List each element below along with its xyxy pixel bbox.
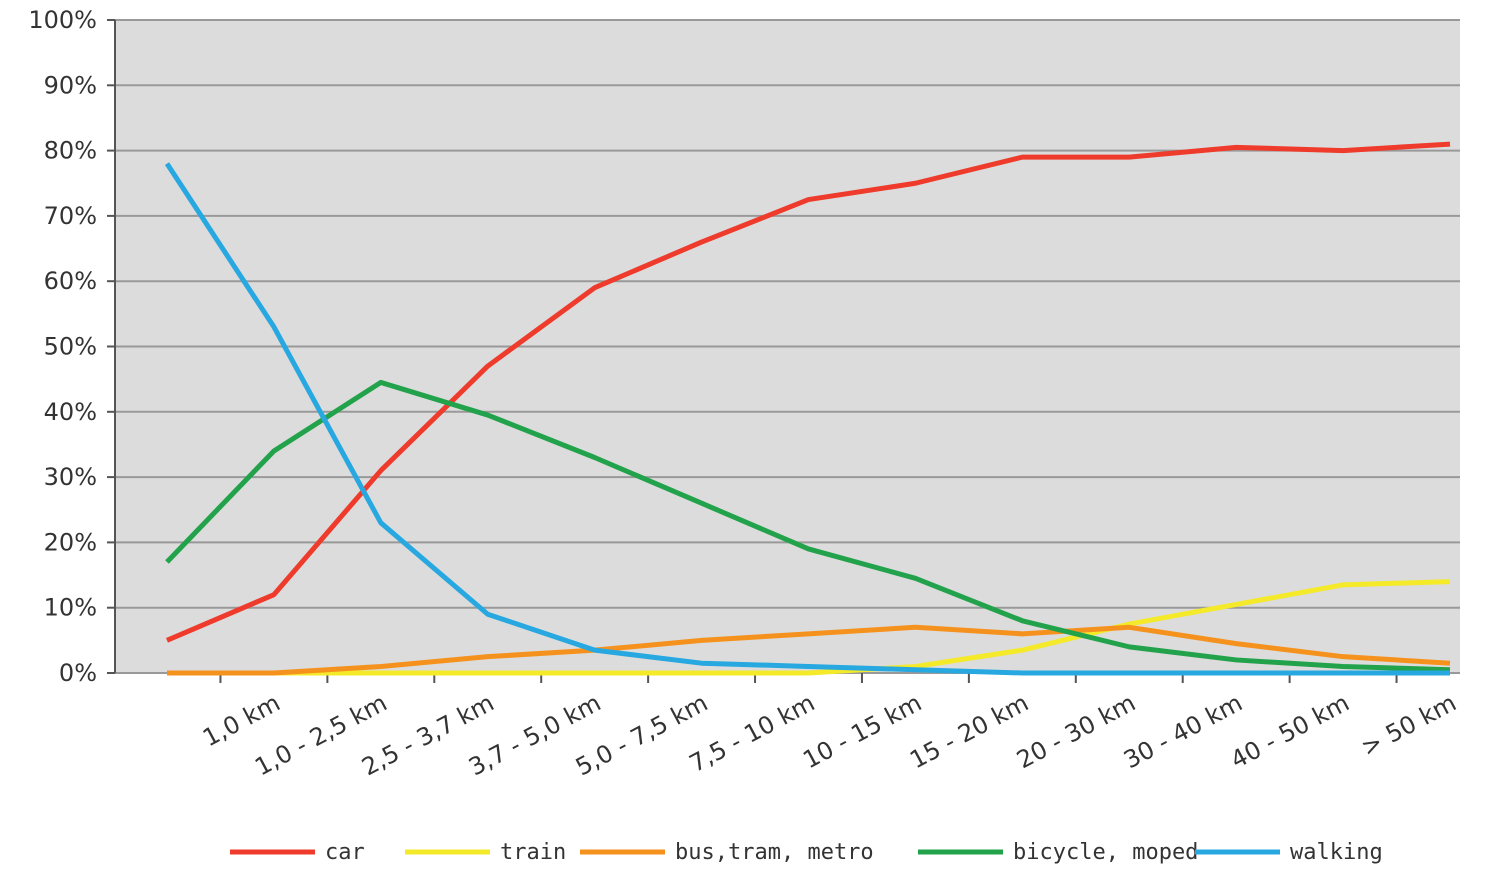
legend-label: train xyxy=(500,840,566,865)
series-line xyxy=(167,624,1451,676)
x-tick-label: 30 - 40 km xyxy=(1119,689,1247,775)
y-tick-label: 100% xyxy=(28,6,97,34)
x-tick-label: 15 - 20 km xyxy=(905,689,1033,775)
y-tick-label: 10% xyxy=(44,594,97,622)
legend-label: walking xyxy=(1290,840,1383,865)
y-tick-label: 40% xyxy=(44,398,97,426)
y-tick-label: 60% xyxy=(44,267,97,295)
legend-label: bicycle, moped xyxy=(1013,840,1198,865)
y-tick-label: 20% xyxy=(44,528,97,556)
x-tick-label: 20 - 30 km xyxy=(1012,689,1140,775)
series-line xyxy=(166,141,1451,643)
series-line xyxy=(164,162,1450,676)
y-tick-label: 30% xyxy=(44,463,97,491)
y-tick-label: 50% xyxy=(44,333,97,361)
x-tick-label: 1,0 km xyxy=(198,689,284,753)
x-tick-label: > 50 km xyxy=(1357,689,1461,762)
y-tick-label: 0% xyxy=(59,659,97,687)
legend-label: car xyxy=(325,840,365,865)
y-tick-label: 70% xyxy=(44,202,97,230)
x-tick-label: 10 - 15 km xyxy=(798,689,926,775)
y-tick-label: 90% xyxy=(44,71,97,99)
y-tick-label: 80% xyxy=(44,137,97,165)
series-line xyxy=(165,379,1451,673)
legend-label: bus,tram, metro xyxy=(675,840,874,865)
series-line xyxy=(167,579,1451,676)
x-tick-label: 40 - 50 km xyxy=(1226,689,1354,775)
